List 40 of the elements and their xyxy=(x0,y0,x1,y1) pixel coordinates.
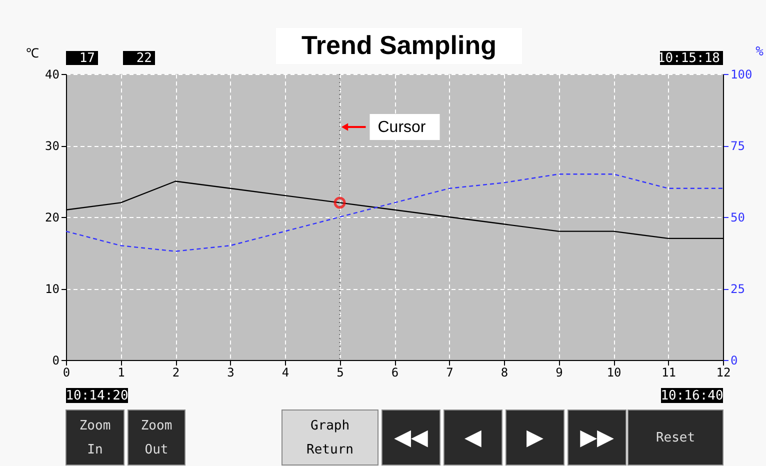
y-tick-label: 40 xyxy=(45,68,60,82)
line-series xyxy=(65,174,724,252)
x-tick-label: 6 xyxy=(391,366,399,380)
x-tick-label: 12 xyxy=(716,366,731,380)
y2-tick-label: 75 xyxy=(730,139,745,153)
text: 17 xyxy=(79,51,95,66)
y-tick-label: 20 xyxy=(45,210,60,224)
x-tick-label: 11 xyxy=(662,366,676,380)
text: ◀◀ xyxy=(394,426,428,450)
x-tick-label: 9 xyxy=(556,366,563,380)
y2-axis-title: % xyxy=(756,44,764,60)
text: Zoom In xyxy=(79,418,111,458)
x-tick-label: 8 xyxy=(500,366,508,380)
text: Zoom Out xyxy=(140,418,172,458)
chart-title: Trend Sampling xyxy=(301,30,497,60)
y-tick-label: 10 xyxy=(45,282,60,296)
text: 10:16:40 xyxy=(660,388,724,404)
y2-tick-label: 50 xyxy=(730,210,745,224)
x-tick-label: 0 xyxy=(62,366,70,380)
x-tick-label: 4 xyxy=(282,366,290,380)
y-tick-label: 0 xyxy=(52,354,60,368)
x-tick-label: 3 xyxy=(227,366,234,380)
text: ▶ xyxy=(526,426,544,450)
y-axis-title: ℃ xyxy=(26,46,39,62)
text: 22 xyxy=(136,51,152,66)
text: ▶▶ xyxy=(580,426,614,450)
y2-tick-label: 0 xyxy=(730,354,738,368)
x-tick-label: 10 xyxy=(606,366,622,380)
text: ◀ xyxy=(464,426,482,450)
x-tick-label: 1 xyxy=(118,366,125,380)
text: Graph Return xyxy=(306,418,354,458)
text: 10:14:20 xyxy=(66,388,128,404)
x-tick-label: 7 xyxy=(446,366,454,380)
y-tick-label: 30 xyxy=(45,139,60,153)
x-tick-label: 5 xyxy=(336,366,344,380)
y2-tick-label: 25 xyxy=(730,282,745,296)
text: Reset xyxy=(656,430,696,446)
x-tick-label: 2 xyxy=(172,366,180,380)
y2-tick-label: 100 xyxy=(730,68,752,82)
ref-line-label: Cursor xyxy=(378,119,426,136)
